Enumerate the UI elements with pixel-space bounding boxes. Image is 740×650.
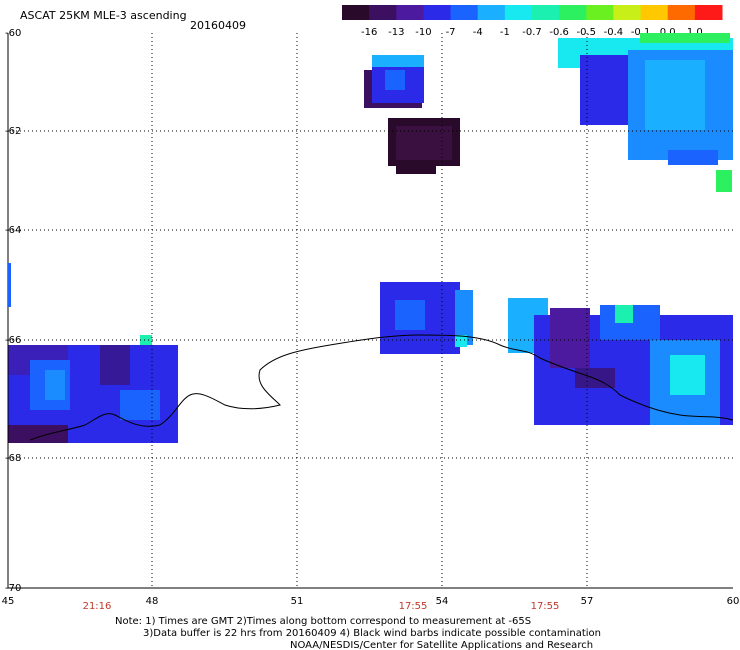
lon-tick-label: 48 (146, 596, 159, 607)
colorbar-segment (477, 5, 506, 20)
lon-tick-label: 60 (727, 596, 740, 607)
colorbar-label: 1.0 (687, 27, 703, 38)
colorbar-segment (396, 5, 424, 20)
colorbar-segment (504, 5, 533, 20)
time-label: 17:55 (531, 601, 560, 612)
coastline (29, 334, 734, 441)
colorbar-segment (369, 5, 397, 20)
colorbar-label: -0.4 (604, 27, 624, 38)
swath-top-small (364, 55, 424, 108)
colorbar-segment (640, 5, 669, 20)
colorbar-label: -1 (500, 27, 510, 38)
wind-swaths (8, 33, 733, 443)
graticule (8, 33, 733, 588)
note-line-3: NOAA/NESDIS/Center for Satellite Applica… (290, 640, 594, 650)
scale-indicator (8, 263, 11, 307)
lat-tick-label: -70 (5, 583, 21, 594)
lon-tick-label: 54 (436, 596, 449, 607)
colorbar-label: -7 (446, 27, 456, 38)
lat-tick-label: -62 (5, 126, 21, 137)
swath-top-dark (388, 118, 460, 174)
product-title: ASCAT 25KM MLE-3 ascending (20, 9, 187, 22)
colorbar-segment (450, 5, 479, 20)
lat-tick-label: -66 (5, 335, 21, 346)
swath-right (508, 298, 733, 425)
time-labels: 21:16 17:55 17:55 (83, 601, 560, 612)
colorbar-label: -13 (388, 27, 404, 38)
colorbar-segment (613, 5, 642, 20)
swath-left (8, 335, 178, 443)
note-line-2: 3)Data buffer is 22 hrs from 20160409 4)… (143, 628, 601, 639)
colorbar-segment (586, 5, 614, 20)
lat-tick-label: -68 (5, 453, 21, 464)
lon-tick-label: 57 (581, 596, 594, 607)
colorbar-segment (667, 5, 696, 20)
lat-tick-label: -60 (5, 28, 21, 39)
colorbar-label: -0.5 (577, 27, 597, 38)
colorbar-label: -0.6 (549, 27, 569, 38)
colorbar-segment (559, 5, 587, 20)
colorbar-segment (694, 5, 723, 20)
lon-tick-label: 45 (2, 596, 15, 607)
note-line-1: Note: 1) Times are GMT 2)Times along bot… (115, 616, 532, 627)
lon-tick-label: 51 (291, 596, 304, 607)
swath-middle (380, 282, 473, 354)
colorbar-label: -0.1 (631, 27, 651, 38)
colorbar-segment (532, 5, 560, 20)
time-label: 17:55 (399, 601, 428, 612)
swath-top-right (558, 33, 733, 192)
colorbar-label: -0.7 (522, 27, 542, 38)
lat-tick-label: -64 (5, 225, 21, 236)
time-label: 21:16 (83, 601, 112, 612)
colorbar-segment (423, 5, 452, 20)
colorbar-label: 0.0 (660, 27, 676, 38)
axes: 45 48 51 54 57 60 -60 -62 -64 -66 -68 -70 (2, 28, 740, 607)
colorbar: -16 -13 -10 -7 -4 -1 -0.7 -0.6 -0.5 -0.4 -0.1 0.0 1.… (342, 5, 723, 38)
colorbar-label: -16 (361, 27, 377, 38)
date-title: 20160409 (190, 19, 246, 32)
colorbar-label: -10 (415, 27, 431, 38)
colorbar-segment (342, 5, 370, 20)
colorbar-label: -4 (473, 27, 483, 38)
